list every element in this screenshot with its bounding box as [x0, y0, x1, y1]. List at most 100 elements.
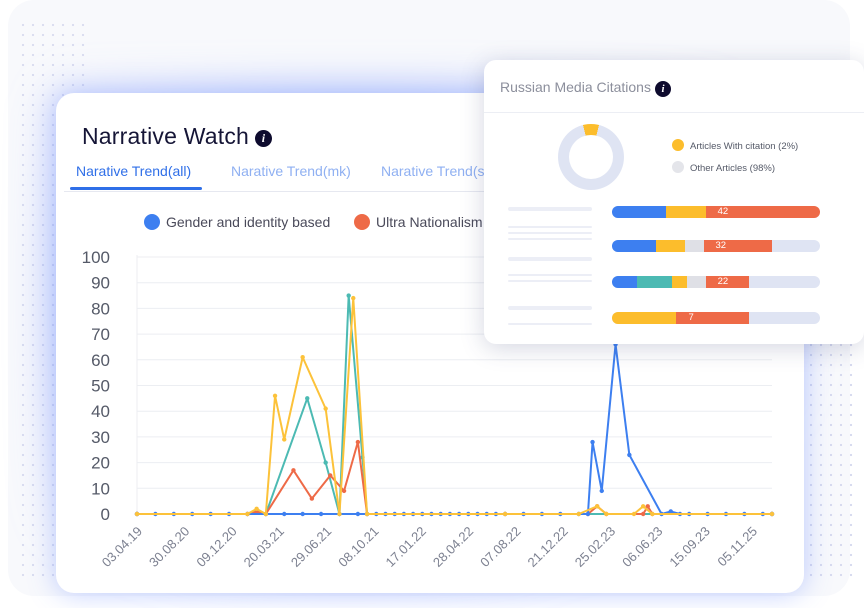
x-tick-label: 08.10.21: [335, 524, 381, 570]
data-point: [604, 511, 609, 517]
popup-legend-with-citation: Articles With citation (2%): [672, 139, 798, 152]
bar-segment: [612, 312, 677, 324]
data-point: [640, 504, 646, 509]
citation-bar: 7: [612, 312, 820, 324]
skeleton-line: [508, 280, 592, 282]
data-point: [769, 511, 775, 517]
y-tick-label: 40: [91, 402, 110, 421]
bar-segment: [636, 276, 673, 288]
x-tick-label: 17.01.22: [383, 524, 429, 570]
bar-segment: [655, 240, 685, 252]
tab-narative-trend-all[interactable]: Narative Trend(all): [76, 163, 192, 179]
data-point: [282, 437, 287, 442]
x-tick-label: 06.06.23: [619, 524, 665, 570]
tab-narative-trend-s[interactable]: Narative Trend(s: [381, 163, 485, 179]
citation-bar: 22: [612, 276, 820, 288]
data-point: [309, 496, 315, 501]
citation-bar: 32: [612, 240, 820, 252]
citation-bar-value: 32: [715, 240, 727, 251]
bar-segment: [666, 206, 706, 218]
popup-legend-other: Other Articles (98%): [672, 161, 775, 174]
legend-label-gender: Gender and identity based: [166, 214, 331, 230]
data-point: [305, 396, 310, 401]
skeleton-line: [508, 257, 592, 261]
x-tick-label: 25.02.23: [572, 524, 618, 570]
popup-info-icon[interactable]: i: [654, 81, 671, 97]
data-point: [300, 511, 305, 517]
citation-bar-value: 7: [688, 312, 694, 323]
bar-segment: [684, 240, 704, 252]
data-point: [254, 506, 259, 512]
info-icon[interactable]: i: [255, 130, 273, 147]
card-title-text: Narrative Watch: [82, 123, 250, 149]
legend-item-gender[interactable]: Gender and identity based: [144, 214, 330, 230]
x-tick-label: 29.06.21: [288, 524, 334, 570]
data-point: [502, 511, 508, 517]
data-point: [355, 439, 361, 445]
y-tick-label: 10: [91, 479, 110, 498]
skeleton-line: [508, 238, 592, 240]
data-point: [245, 511, 250, 517]
popup-title: Russian Media Citations i: [500, 79, 671, 97]
y-tick-label: 70: [91, 325, 110, 344]
y-tick-label: 20: [91, 454, 110, 473]
y-tick-label: 100: [82, 248, 110, 267]
data-point: [640, 511, 646, 517]
popup-header: Russian Media Citations i: [484, 60, 864, 113]
y-tick-label: 80: [91, 299, 110, 318]
data-point: [341, 488, 347, 494]
data-point: [318, 511, 324, 517]
x-tick-label: 07.08.22: [477, 524, 523, 570]
y-tick-label: 30: [91, 428, 110, 447]
bar-segment: [705, 206, 820, 218]
data-point: [346, 293, 351, 298]
citation-bar-value: 42: [717, 206, 729, 217]
data-point: [627, 452, 632, 458]
skeleton-line: [508, 323, 592, 325]
data-point: [631, 511, 637, 517]
popup-title-text: Russian Media Citations: [500, 79, 651, 95]
skeleton-line: [508, 207, 592, 211]
x-tick-label: 21.12.22: [524, 524, 570, 570]
data-point: [364, 511, 370, 517]
data-point: [323, 460, 328, 465]
tab-bar: Narative Trend(all) Narative Trend(mk) N…: [64, 153, 804, 192]
data-point: [263, 511, 269, 517]
x-tick-label: 20.03.21: [241, 524, 287, 570]
tab-narative-trend-mk[interactable]: Narative Trend(mk): [231, 163, 351, 179]
bar-segment: [612, 206, 667, 218]
x-tick-label: 28.04.22: [430, 524, 476, 570]
y-tick-label: 50: [91, 377, 110, 396]
data-point: [323, 406, 328, 411]
legend-dot-blue: [144, 214, 160, 230]
y-tick-label: 60: [91, 351, 110, 370]
data-point: [337, 511, 342, 517]
x-tick-label: 05.11.25: [714, 524, 760, 570]
popup-legend-label-with-citation: Articles With citation (2%): [690, 141, 799, 152]
bar-segment: [703, 240, 773, 252]
y-tick-label: 0: [101, 505, 110, 524]
x-tick-label: 09.12.20: [193, 524, 239, 570]
legend-item-nationalism[interactable]: Ultra Nationalism: [354, 214, 483, 230]
data-point: [300, 355, 305, 360]
active-tab-indicator: [70, 187, 202, 190]
bar-segment: [686, 276, 706, 288]
data-point: [576, 511, 581, 517]
legend-dot-orange: [354, 214, 370, 230]
skeleton-line: [508, 274, 592, 276]
data-point: [599, 488, 604, 494]
data-point: [291, 468, 296, 473]
citation-donut-chart: [558, 124, 624, 190]
data-point: [590, 439, 595, 445]
citation-bar-value: 22: [717, 276, 729, 287]
bar-segment: [612, 276, 637, 288]
popup-legend-label-other: Other Articles (98%): [690, 163, 775, 174]
bar-segment: [705, 276, 750, 288]
x-tick-label: 15.09.23: [666, 524, 712, 570]
data-point: [585, 511, 591, 517]
popup-legend-dot-gray: [672, 161, 684, 173]
skeleton-line: [508, 226, 592, 228]
popup-legend-dot-yellow: [672, 139, 684, 151]
data-point: [328, 473, 333, 478]
